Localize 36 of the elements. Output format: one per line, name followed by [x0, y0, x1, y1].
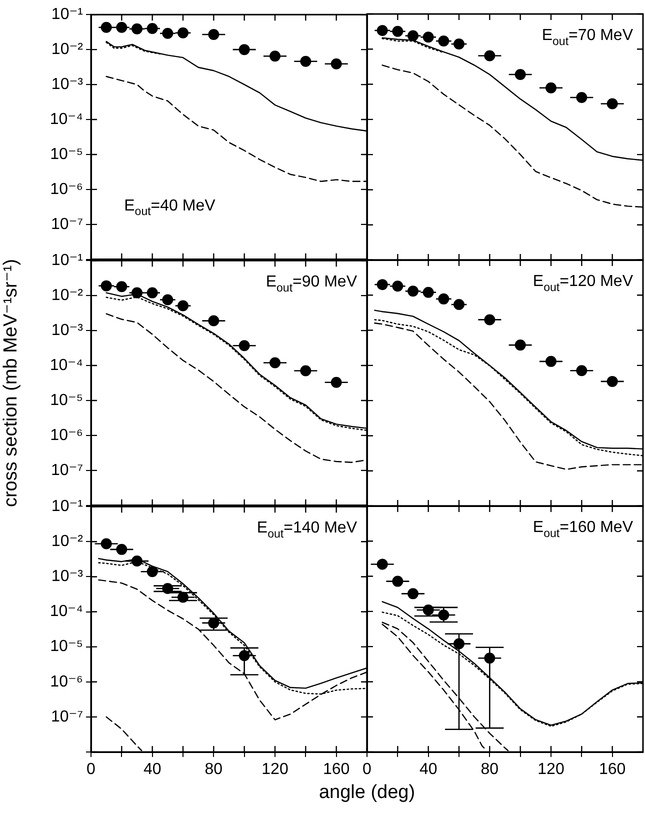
y-tick-label: 10⁻³ [51, 322, 84, 339]
y-tick-label: 10⁻¹ [51, 252, 83, 270]
y-tick-label: 10⁻⁷ [50, 708, 84, 726]
y-tick-label: 10⁻⁷ [50, 462, 84, 479]
x-tick-label: 120 [538, 761, 564, 778]
x-tick-label: 0 [362, 761, 372, 778]
x-tick-label: 160 [598, 761, 626, 778]
y-tick-label: 10⁻⁴ [50, 603, 84, 620]
y-axis-title: cross section (mb MeV⁻¹sr⁻¹) [0, 258, 22, 508]
y-tick-label: 10⁻² [51, 40, 84, 58]
y-tick-label: 10⁻⁴ [50, 356, 84, 374]
y-tick-label: 10⁻⁵ [50, 146, 83, 163]
y-tick-label: 10⁻⁶ [50, 426, 83, 444]
x-tick-label: 0 [86, 761, 96, 778]
y-tick-label: 10⁻⁵ [50, 638, 83, 656]
y-tick-label: 10⁻² [51, 533, 84, 550]
y-tick-label: 10⁻³ [51, 568, 84, 586]
y-tick-label: 10⁻⁶ [50, 180, 83, 198]
y-tick-label: 10⁻² [51, 286, 84, 304]
point [546, 356, 556, 367]
x-tick-label: 120 [262, 761, 288, 778]
y-tick-label: 10⁻⁵ [50, 392, 83, 409]
x-tick-label: 80 [204, 761, 223, 778]
y-tick-label: 10⁻⁷ [50, 216, 84, 233]
y-tick-label: 10⁻⁴ [50, 110, 84, 128]
y-tick-label: 10⁻¹ [51, 6, 83, 24]
point [132, 23, 142, 34]
point [454, 299, 464, 310]
x-tick-label: 80 [480, 761, 499, 778]
y-tick-label: 10⁻⁶ [50, 673, 83, 690]
y-tick-label: 10⁻¹ [51, 498, 83, 516]
y-tick-label: 10⁻³ [51, 76, 84, 93]
x-tick-label: 160 [322, 761, 350, 778]
x-tick-label: 40 [419, 761, 438, 778]
x-tick-label: 40 [143, 761, 162, 778]
x-axis-title: angle (deg) [318, 782, 416, 804]
